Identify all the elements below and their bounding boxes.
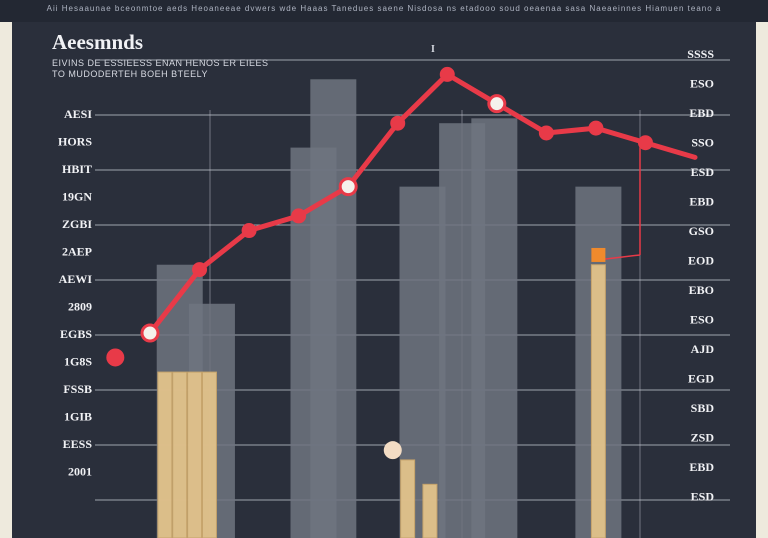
y-tick-label-right: ESD [691,165,715,179]
chart-subtitle: EIVINS DE ESSIEESS ENAN HENOS ER EIEES T… [52,58,269,79]
y-tick-label-right: ESD [691,490,715,504]
chart-bar [471,118,518,538]
y-tick-label-right: EBO [689,283,714,297]
y-tick-label-left: AEWI [59,272,93,286]
y-tick-label-right: EBD [689,195,714,209]
line-point [390,115,406,131]
y-tick-label-left: 2001 [68,465,92,479]
page-edge-left [0,0,12,538]
y-tick-label-left: 1GIB [64,410,92,424]
y-tick-label-right: ZSD [691,431,715,445]
line-point [291,208,307,224]
y-tick-label-left: ZGBI [62,217,92,231]
y-tick-label-right: GSO [689,224,714,238]
y-tick-label-right: SSSS [687,47,714,61]
y-tick-label-right: EOD [688,254,714,268]
chart-line [147,71,698,336]
marker-point [591,247,606,262]
page-edge-right [756,0,768,538]
annotation-label: I [431,44,435,55]
chart-title: Aeesmnds [52,30,144,54]
y-tick-label-left: 19GN [62,190,92,204]
y-tick-label-left: 2AEP [62,245,92,259]
line-point [241,223,257,239]
header-strip: Aii Hesaaunae bceonmtoe aeds Heoaneeae d… [0,0,768,22]
chart-bar [400,459,416,538]
line-point [588,120,604,136]
line-point [538,125,554,141]
line-point [637,135,653,151]
y-tick-label-left: EESS [63,437,93,451]
y-tick-label-right: ESO [690,313,714,327]
y-tick-label-left: HORS [58,135,92,149]
y-tick-label-left: 2809 [68,300,92,314]
y-tick-label-right: EGD [688,372,714,386]
tick-label-layer: AESI HORS HBIT 19GN ZGBI 2AEP AEWI 2809 EGBS 1G8S… [58,44,714,504]
y-tick-label-right: EBD [689,106,714,120]
y-tick-label-left: AESI [64,107,92,121]
y-tick-label-left: FSSB [63,382,92,396]
chart-bar [157,371,173,538]
point-layer [106,66,653,460]
chart-bar [201,371,217,538]
header-strip-text: Aii Hesaaunae bceonmtoe aeds Heoaneeae d… [46,4,722,13]
chart-bar [187,371,203,538]
y-tick-label-right: AJD [691,342,715,356]
line-point [140,323,160,343]
chart-bar [590,264,606,538]
chart-bar [172,371,188,538]
y-tick-label-right: ESO [690,77,714,91]
y-tick-label-left: 1G8S [64,355,92,369]
chart-bar [422,483,438,538]
y-tick-label-left: EGBS [60,327,92,341]
y-tick-label-right: SBD [691,401,715,415]
y-tick-label-right: SSO [691,136,714,150]
line-point [338,177,358,197]
line-point [192,262,208,278]
marker-point [383,441,402,460]
chart-bar [310,79,357,538]
bar-layer [156,79,622,538]
marker-point [106,348,125,367]
y-tick-label-right: EBD [689,460,714,474]
line-point [439,66,455,82]
line-point [487,94,507,114]
y-tick-label-left: HBIT [62,162,92,176]
